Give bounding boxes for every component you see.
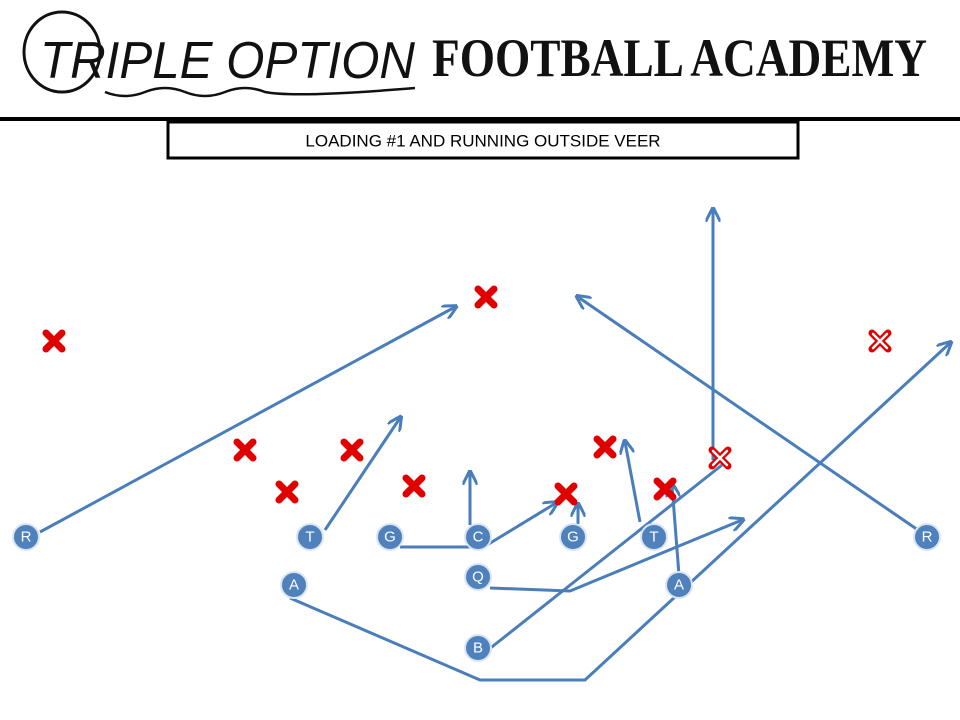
player-label: G [567,529,579,546]
defender [233,438,257,462]
logo-ball [22,10,102,94]
offense: R T G C G T R Q A A B [12,523,941,662]
defender [340,438,364,462]
title: LOADING #1 AND RUNNING OUTSIDE VEER [305,132,660,151]
player-label: T [305,529,314,546]
player: G [376,523,404,551]
routes [39,210,950,682]
player: G [559,523,587,551]
player: R [913,523,941,551]
defenders [42,285,892,506]
logo-swoosh [104,86,416,98]
header: TRIPLE OPTION FOOTBALL ACADEMY [0,10,960,121]
route [486,503,556,547]
route [289,343,950,682]
player: C [464,523,492,551]
player-label: G [384,529,396,546]
player: T [640,523,668,551]
route [39,307,455,534]
player: T [296,523,324,551]
player-label: A [289,577,299,594]
player-label: C [473,529,484,546]
route [489,520,742,593]
header-rule [0,117,960,121]
player-label: T [649,529,658,546]
route [487,463,723,652]
player: B [464,634,492,662]
player: Q [464,563,492,591]
defender [42,329,66,353]
defender-highlight [868,329,892,353]
title-box [166,120,800,160]
player: A [280,571,308,599]
defender [593,435,617,459]
player-label: Q [472,569,484,586]
route [578,297,919,532]
logo-text: FOOTBALL ACADEMY [432,28,927,88]
player: A [665,571,693,599]
logo-script: TRIPLE OPTION [40,32,415,90]
defender-highlight [708,446,732,470]
defender [474,285,498,309]
player-label: A [674,577,684,594]
route [323,418,400,531]
defender [653,477,677,501]
defender [402,474,426,498]
route [625,442,642,523]
player-label: B [473,640,483,657]
player-label: R [21,529,32,546]
defender [554,482,578,506]
defender [275,480,299,504]
player: R [12,523,40,551]
player-label: R [922,529,933,546]
